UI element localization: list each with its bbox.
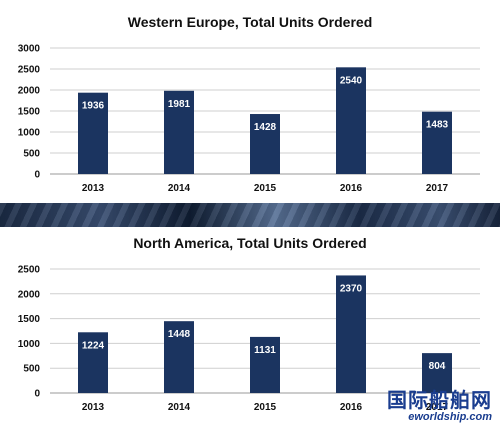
data-label: 1448: [168, 329, 191, 340]
y-tick-label: 1500: [18, 107, 41, 118]
chart-western-europe: 0 500 1000 1500 2000 2500 3000 1936 2013 1981 2014…: [18, 44, 480, 194]
y-tick-label: 2500: [18, 65, 41, 76]
x-tick-label: 2015: [254, 402, 277, 413]
x-tick-label: 2017: [426, 402, 449, 413]
data-label: 1981: [168, 99, 191, 110]
watermark-sub-text: eworldship.com: [408, 411, 492, 423]
y-tick-label: 2500: [18, 265, 41, 276]
decorative-divider-band: [0, 203, 500, 227]
data-label: 1483: [426, 120, 449, 131]
bar: [250, 114, 280, 174]
x-tick-label: 2013: [82, 183, 105, 194]
x-tick-label: 2016: [340, 402, 363, 413]
bar: [422, 111, 452, 174]
data-label: 1936: [82, 101, 105, 112]
bar: [164, 321, 194, 393]
bar: [78, 332, 108, 393]
x-tick-label: 2016: [340, 183, 363, 194]
bar: [78, 92, 108, 174]
x-tick-label: 2014: [168, 183, 191, 194]
y-tick-label: 2000: [18, 289, 41, 300]
y-tick-label: 0: [34, 170, 40, 181]
chart-title-north-america: North America, Total Units Ordered: [133, 235, 367, 251]
x-tick-label: 2013: [82, 402, 105, 413]
data-label: 2540: [340, 75, 363, 86]
chart-panel-north-america: North America, Total Units Ordered 0 500 1…: [0, 227, 500, 427]
data-label: 1131: [254, 345, 276, 356]
y-tick-label: 1000: [18, 128, 41, 139]
x-tick-label: 2015: [254, 183, 277, 194]
bar: [164, 90, 194, 174]
bar: [422, 353, 452, 393]
y-tick-label: 500: [23, 364, 40, 375]
data-label: 2370: [340, 283, 363, 294]
y-tick-label: 1500: [18, 314, 41, 325]
watermark-main-text: 国际船舶网: [387, 388, 492, 412]
x-tick-label: 2017: [426, 183, 449, 194]
data-label: 1224: [82, 340, 105, 351]
y-tick-label: 1000: [18, 339, 41, 350]
y-tick-label: 2000: [18, 86, 41, 97]
y-tick-label: 500: [23, 149, 40, 160]
chart-title-western-europe: Western Europe, Total Units Ordered: [127, 14, 373, 30]
data-label: 804: [429, 361, 446, 372]
bar: [336, 275, 366, 393]
x-tick-label: 2014: [168, 402, 191, 413]
bar: [250, 336, 280, 393]
data-label: 1428: [254, 122, 277, 133]
watermark-logo: 国际船舶网 eworldship.com: [387, 389, 492, 423]
chart-panel-western-europe: Western Europe, Total Units Ordered 0 500…: [0, 0, 500, 203]
y-tick-label: 3000: [18, 44, 41, 55]
chart-north-america: 0 500 1000 1500 2000 2500 1224 2013 1448 2014 1131…: [18, 265, 480, 413]
bar: [336, 67, 366, 174]
y-tick-label: 0: [34, 389, 40, 400]
